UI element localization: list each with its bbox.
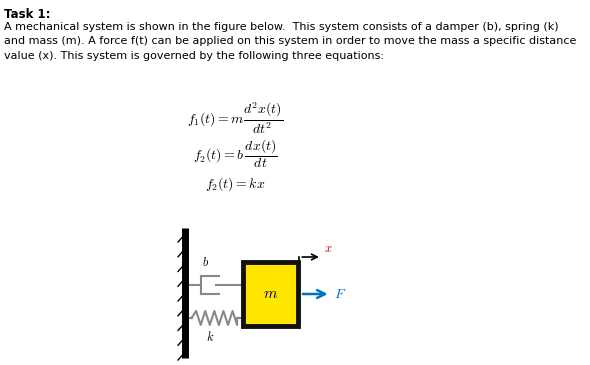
Text: Task 1:: Task 1: [4,8,51,21]
Text: A mechanical system is shown in the figure below.  This system consists of a dam: A mechanical system is shown in the figu… [4,22,576,61]
Text: $m$: $m$ [263,287,278,301]
Text: $f_1(t) = m\dfrac{d^2x(t)}{dt^2}$: $f_1(t) = m\dfrac{d^2x(t)}{dt^2}$ [187,100,284,135]
Bar [244,262,298,326]
Text: $f_2(t) = b\,\dfrac{dx(t)}{dt}$: $f_2(t) = b\,\dfrac{dx(t)}{dt}$ [193,138,278,170]
Text: $x$: $x$ [324,242,333,255]
Text: $F$: $F$ [335,287,347,301]
Text: $b$: $b$ [202,256,209,269]
Text: $f_2(t) = kx$: $f_2(t) = kx$ [205,175,266,193]
Text: $k$: $k$ [206,330,214,344]
